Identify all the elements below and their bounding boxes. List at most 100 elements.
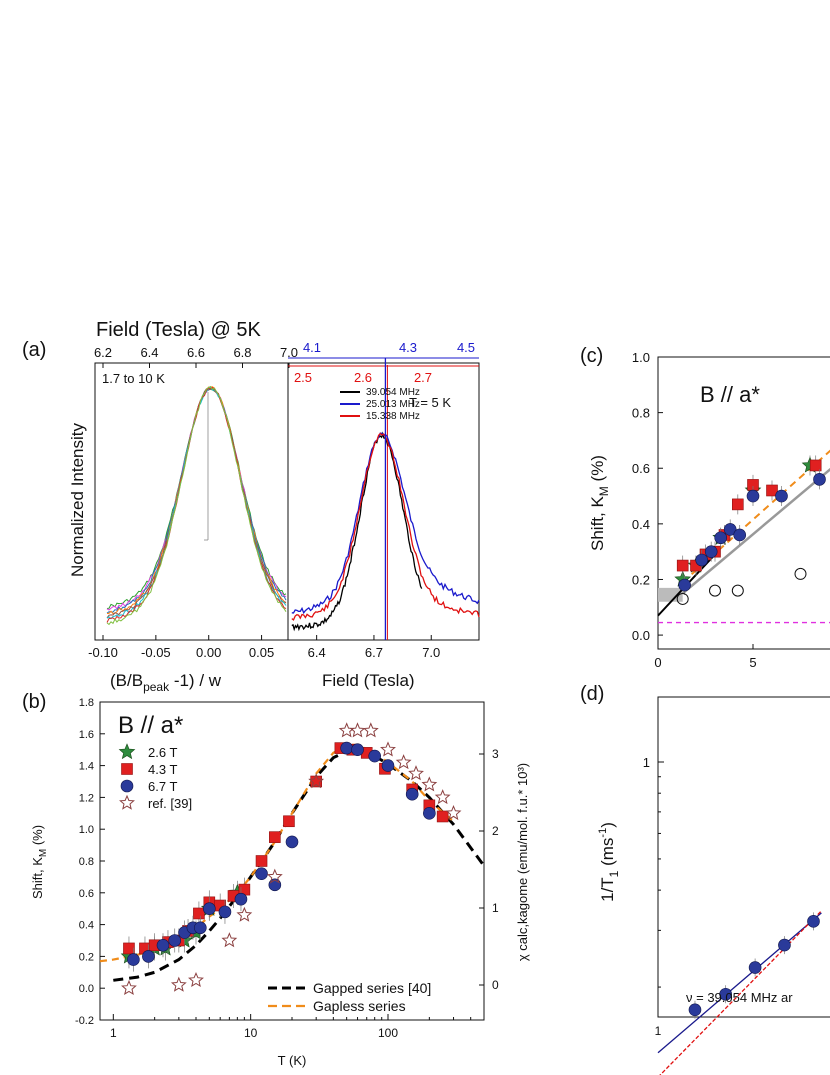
point-6.7 T: [423, 806, 436, 820]
point-6.7 T: [268, 878, 282, 892]
y-tick-label: 1.6: [79, 729, 94, 741]
point-6.7 T: [746, 489, 760, 503]
point-open: [709, 584, 721, 597]
left-spectrum-curve: [106, 386, 287, 611]
left-spectrum-curve: [106, 388, 287, 609]
point-ref. [39]: [221, 932, 238, 948]
bottom-tick-label: 6.7: [365, 645, 383, 660]
blue-tick-label: 4.3: [399, 340, 417, 355]
point-6.7 T: [723, 523, 737, 536]
top-tick-label: 6.4: [140, 345, 158, 360]
point-4.3 T: [809, 459, 822, 472]
point-open: [676, 592, 689, 605]
left-spectrum-curve: [106, 385, 287, 620]
panel-a-temperature: T = 5 K: [409, 395, 451, 410]
point-ref. [39]: [362, 722, 379, 738]
panel-d-label: (d): [580, 683, 604, 705]
panel-d: (d) 0.111 ν = 39.054 MHz ar 1/T1 (ms-1): [580, 683, 830, 1075]
legend-label: 6.7 T: [148, 779, 177, 794]
point-open: [731, 584, 744, 597]
y-tick-label: 0.2: [632, 572, 650, 587]
bottom-tick-label: 6.4: [308, 645, 326, 660]
x-tick-label: 5: [749, 655, 756, 670]
point-ref. [39]: [445, 804, 462, 821]
x-tick-label: 10: [244, 1026, 258, 1040]
point-6.7 T: [203, 902, 216, 916]
point-6.7 T: [695, 553, 709, 567]
point-4.3 T: [283, 815, 295, 828]
point-ref. [39]: [380, 741, 396, 757]
point-4.3 T: [436, 810, 449, 823]
point-ref. [39]: [395, 754, 412, 770]
y-tick-label: 0.0: [632, 628, 650, 643]
panel-c: (c) 0.0 0.2 0.4 0.6 0.8 1.0 0 5 B // a* Shift, …: [580, 345, 830, 670]
panel-a-left-bottom-ticks: -0.10 -0.05 0.00 0.05: [88, 635, 274, 660]
bottom-tick-label: -0.10: [88, 645, 118, 660]
point-6.7 T: [285, 835, 299, 849]
x-tick-label: 100: [378, 1026, 398, 1040]
top-tick-label: 6.8: [233, 345, 251, 360]
point-6.7 T: [194, 921, 207, 935]
left-spectrum-curve: [106, 385, 287, 626]
panel-b-title: B // a*: [118, 712, 183, 739]
point-4.3 T: [676, 559, 689, 572]
point-6.7 T: [255, 867, 268, 881]
panel-c-points: [674, 455, 826, 605]
red-tick-label: 2.6: [354, 370, 372, 385]
panel-c-ylabel: Shift, KM (%): [588, 455, 611, 551]
left-spectrum-curve: [106, 387, 287, 623]
point-6.7 T: [678, 578, 691, 592]
point-6.7 T: [775, 489, 788, 503]
legend-curve-label: Gapless series: [313, 998, 406, 1014]
point-data: [807, 915, 820, 928]
legend-label: 4.3 T: [148, 762, 177, 777]
point-6.7 T: [381, 759, 395, 772]
top-tick-label: 6.2: [94, 345, 112, 360]
red-tick-label: 2.7: [414, 370, 432, 385]
y-tick-label: 0.4: [632, 517, 650, 532]
legend-marker: [119, 794, 135, 810]
panel-a-ylabel: Normalized Intensity: [68, 423, 87, 578]
point-6.7 T: [218, 905, 232, 919]
y-tick-label: 0.8: [79, 856, 94, 868]
y-tick-label: 0.8: [632, 406, 650, 421]
top-tick-label: 7.0: [280, 345, 298, 360]
y-tick-label: 0.4: [79, 920, 94, 932]
point-6.7 T: [704, 545, 718, 558]
x-tick-label: 0: [654, 655, 661, 670]
bottom-tick-label: 0.00: [196, 645, 221, 660]
panel-a-right-xlabel: Field (Tesla): [322, 671, 415, 690]
top-tick-label: 6.6: [187, 345, 205, 360]
left-spectrum-curve: [106, 387, 287, 614]
bottom-tick-label: 0.05: [249, 645, 274, 660]
legend-curve-label: Gapped series [40]: [313, 980, 431, 996]
point-6.7 T: [234, 892, 248, 906]
panel-a: (a) Field (Tesla) @ 5K 6.2 6.4 6.6 6.8 7.0 -…: [22, 319, 480, 694]
point-open: [794, 567, 807, 580]
point-data: [719, 987, 732, 1001]
point-data: [688, 1003, 702, 1017]
point-6.7 T: [405, 787, 419, 801]
panel-a-right-bottom-ticks: 6.4 6.7 7.0: [308, 635, 440, 660]
panel-b-points: [120, 722, 462, 995]
point-data: [748, 961, 762, 974]
blue-tick-label: 4.5: [457, 340, 475, 355]
fit-line-red: [659, 910, 822, 1075]
point-ref. [39]: [266, 868, 283, 884]
panel-a-top-axis-label: Field (Tesla) @ 5K: [96, 319, 261, 341]
point-ref. [39]: [408, 765, 424, 781]
panel-b: (b) -0.2 0.0 0.2 0.4 0.6 0.8 1.0 1.2 1.4 1.6 1.8 1 1…: [22, 691, 530, 1068]
panel-a-left-curves: [106, 385, 287, 626]
point-4.3 T: [193, 907, 205, 920]
bottom-tick-label: -0.05: [141, 645, 171, 660]
y-tick-label: 0.0: [79, 983, 94, 995]
legend-label: 15.338 MHz: [366, 411, 420, 422]
y2-tick-label: 1: [492, 901, 499, 915]
panel-d-curves: [657, 910, 822, 1075]
point-6.7 T: [351, 743, 364, 757]
point-ref. [39]: [236, 906, 253, 922]
panel-d-points: [688, 912, 820, 1019]
panel-b-legend: 2.6 T 4.3 T 6.7 T ref. [39] Gapped series [4…: [118, 743, 431, 1014]
panel-d-ylabel: 1/T1 (ms-1): [597, 822, 621, 902]
